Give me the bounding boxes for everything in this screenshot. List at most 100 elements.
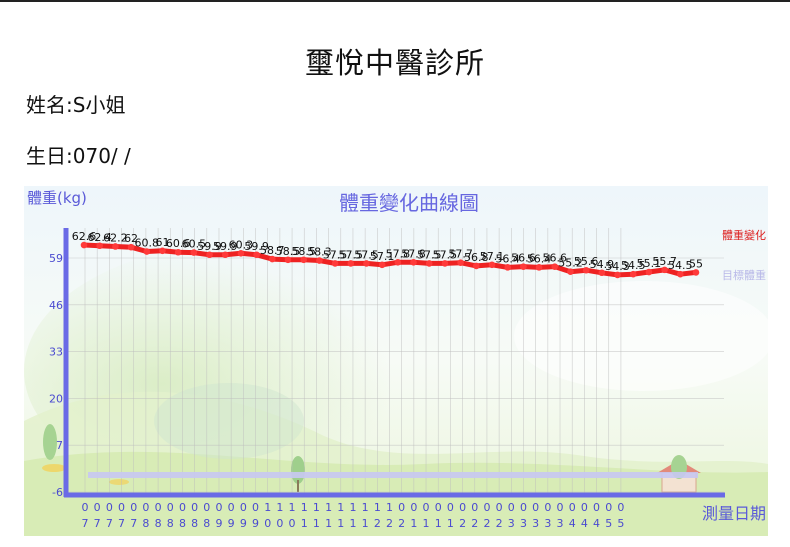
patient-name-line: 姓名:S小姐 bbox=[26, 89, 125, 118]
weight-data-point bbox=[143, 248, 151, 255]
data-label: 55.2 bbox=[558, 257, 583, 270]
x-tick-label-bottom: 4 bbox=[569, 517, 576, 530]
x-tick-label-bottom: 1 bbox=[435, 517, 442, 530]
weight-data-point bbox=[535, 264, 543, 271]
x-tick-label-bottom: 4 bbox=[581, 517, 588, 530]
x-tick-label-top: 0 bbox=[593, 501, 600, 514]
weight-data-point bbox=[284, 256, 292, 264]
x-tick-label-top: 0 bbox=[471, 501, 478, 514]
x-tick-label-bottom: 0 bbox=[289, 517, 296, 530]
x-tick-label-bottom: 1 bbox=[362, 517, 369, 530]
x-tick-label-top: 1 bbox=[289, 501, 296, 514]
weight-data-point bbox=[363, 260, 370, 267]
data-label: 55.7 bbox=[652, 255, 677, 268]
x-tick-label-bottom: 2 bbox=[374, 517, 381, 530]
weight-data-point bbox=[488, 261, 496, 269]
x-tick-label-top: 0 bbox=[167, 501, 174, 514]
weight-data-point bbox=[159, 247, 166, 255]
data-label: 56.6 bbox=[543, 252, 568, 265]
data-label: 58.5 bbox=[276, 245, 301, 258]
weight-data-point bbox=[473, 262, 480, 270]
x-tick-label-top: 0 bbox=[532, 501, 539, 514]
x-tick-label-top: 0 bbox=[605, 501, 612, 514]
x-tick-label-bottom: 1 bbox=[447, 517, 454, 530]
weight-data-point bbox=[190, 249, 198, 256]
x-tick-label-top: 0 bbox=[447, 501, 454, 514]
x-tick-label-top: 1 bbox=[337, 501, 344, 514]
weight-data-point bbox=[174, 248, 182, 256]
x-tick-label-bottom: 9 bbox=[252, 517, 259, 530]
x-tick-label-bottom: 9 bbox=[240, 517, 247, 530]
legend-weight-change: 體重變化 bbox=[722, 228, 766, 242]
weight-data-point bbox=[206, 251, 213, 259]
x-tick-label-bottom: 8 bbox=[179, 517, 186, 530]
x-tick-label-bottom: 1 bbox=[423, 517, 430, 530]
x-tick-label-bottom: 1 bbox=[301, 517, 308, 530]
weight-data-point bbox=[582, 266, 590, 274]
x-tick-label-top: 0 bbox=[240, 501, 247, 514]
x-tick-label-top: 1 bbox=[374, 501, 381, 514]
data-label: 58.7 bbox=[260, 244, 285, 257]
weight-data-point bbox=[127, 243, 135, 251]
weight-chart: 體重變化曲線圖 體重(kg) 59 46 33 20 7 -6 62.6 62.4 62.2 6… bbox=[24, 186, 768, 536]
x-tick-label-bottom: 7 bbox=[130, 517, 137, 530]
birth-value: 070/ / bbox=[72, 144, 131, 168]
x-tick-label-top: 1 bbox=[301, 501, 308, 514]
target-weight-band bbox=[88, 472, 698, 478]
x-tick-label-top: 0 bbox=[94, 501, 101, 514]
x-tick-label-bottom: 2 bbox=[386, 517, 393, 530]
x-tick-label-top: 0 bbox=[203, 501, 210, 514]
data-label: 59.9 bbox=[213, 240, 238, 253]
data-label: 58.5 bbox=[291, 245, 316, 258]
name-value: S小姐 bbox=[72, 93, 126, 117]
weight-data-point bbox=[441, 260, 449, 267]
weight-data-point bbox=[661, 266, 668, 274]
x-tick-label-bottom: 5 bbox=[617, 517, 624, 530]
data-label: 62.6 bbox=[72, 230, 97, 243]
legend-target-weight: 目標體重 bbox=[722, 268, 766, 282]
x-tick-label-top: 0 bbox=[483, 501, 490, 514]
x-tick-label-top: 0 bbox=[423, 501, 430, 514]
x-tick-label-top: 0 bbox=[569, 501, 576, 514]
weight-data-point bbox=[692, 269, 700, 276]
data-label: 57.8 bbox=[401, 247, 426, 260]
data-label: 60.6 bbox=[166, 237, 191, 250]
data-label: 54.5 bbox=[621, 259, 646, 272]
data-label: 54.3 bbox=[605, 260, 630, 273]
weight-data-point bbox=[629, 270, 637, 278]
x-tick-label-bottom: 8 bbox=[167, 517, 174, 530]
name-label: 姓名: bbox=[26, 93, 73, 117]
x-tick-label-top: 0 bbox=[508, 501, 515, 514]
data-label: 57.5 bbox=[339, 248, 364, 261]
y-tick-label: -6 bbox=[52, 486, 63, 499]
x-tick-label-top: 0 bbox=[496, 501, 503, 514]
x-tick-label-bottom: 3 bbox=[557, 517, 564, 530]
data-label: 55 bbox=[689, 257, 703, 270]
weight-data-point bbox=[269, 255, 276, 263]
x-tick-label-top: 0 bbox=[544, 501, 551, 514]
data-label: 61 bbox=[155, 236, 169, 249]
weight-data-point bbox=[253, 251, 260, 259]
weight-data-point bbox=[347, 260, 355, 267]
x-tick-label-bottom: 3 bbox=[508, 517, 515, 530]
data-label: 57.5 bbox=[323, 248, 348, 261]
x-tick-label-bottom: 1 bbox=[349, 517, 356, 530]
x-tick-label-bottom: 8 bbox=[142, 517, 149, 530]
x-tick-label-top: 1 bbox=[325, 501, 332, 514]
weight-data-point bbox=[504, 264, 511, 271]
data-label: 57.5 bbox=[433, 248, 458, 261]
data-label: 56.4 bbox=[527, 252, 552, 265]
y-tick-label: 20 bbox=[49, 392, 63, 405]
weight-data-point bbox=[316, 257, 323, 264]
data-label: 62.2 bbox=[103, 231, 128, 244]
data-label: 56.4 bbox=[495, 252, 520, 265]
x-tick-label-bottom: 1 bbox=[325, 517, 332, 530]
x-tick-label-bottom: 2 bbox=[398, 517, 405, 530]
weight-data-point bbox=[410, 259, 417, 266]
x-tick-label-top: 0 bbox=[398, 501, 405, 514]
x-tick-label-top: 0 bbox=[155, 501, 162, 514]
x-tick-label-bottom: 0 bbox=[276, 517, 283, 530]
x-tick-label-top: 0 bbox=[581, 501, 588, 514]
